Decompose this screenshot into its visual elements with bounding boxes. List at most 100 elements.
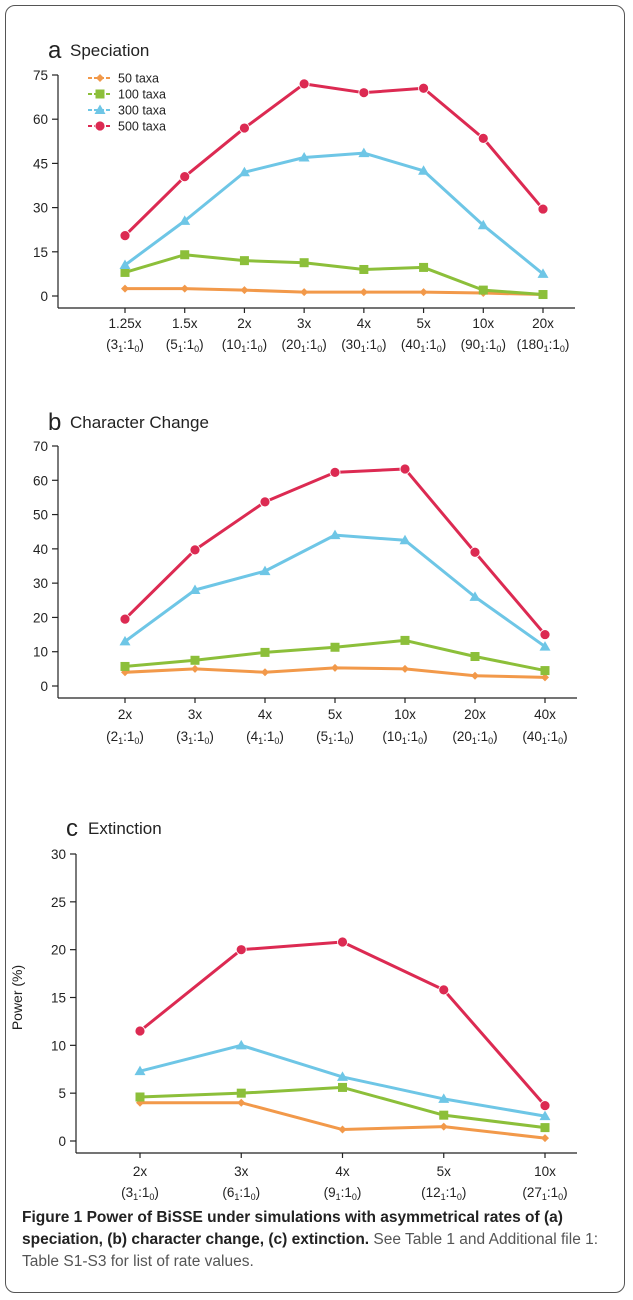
data-point <box>538 290 548 300</box>
x-ratio-label: (201:10) <box>452 729 497 746</box>
x-ratio-label: (31:10) <box>121 1185 159 1202</box>
ratio-text: :1 <box>366 337 377 352</box>
x-ratio-label: (51:10) <box>316 729 354 746</box>
data-point <box>119 613 131 625</box>
ratio-subscript: 0 <box>149 1192 154 1202</box>
series-line <box>123 82 545 237</box>
legend-marker <box>94 104 106 114</box>
ratio-subscript: 1 <box>118 736 123 746</box>
ratio-subscript: 0 <box>418 736 423 746</box>
x-ratio-label: (31:10) <box>106 337 144 354</box>
x-ratio-label: (201:10) <box>281 337 326 354</box>
series-300-taxa <box>134 1039 551 1121</box>
ratio-text: :1 <box>193 729 204 744</box>
ratio-text: ) <box>256 1185 261 1200</box>
x-ratio-label: (61:10) <box>222 1185 260 1202</box>
legend-label: 300 taxa <box>118 104 166 118</box>
ratio-text: ) <box>357 1185 362 1200</box>
data-point <box>135 1092 145 1102</box>
series-100-taxa <box>120 250 548 300</box>
series-500-taxa <box>134 936 551 1112</box>
ratio-subscript: 0 <box>194 344 199 354</box>
x-tick-label: 2x <box>118 707 133 722</box>
x-ratio-label: (1801:10) <box>517 337 570 354</box>
ratio-text: ) <box>563 1185 568 1200</box>
ratio-text: (20 <box>452 729 472 744</box>
data-point <box>179 171 191 183</box>
data-point <box>330 642 340 652</box>
ratio-text: :1 <box>407 729 418 744</box>
y-tick-label: 10 <box>33 645 48 660</box>
data-point <box>235 944 247 956</box>
x-tick-label: 5x <box>416 316 431 331</box>
chart-panel-c: c Extinction0510152025302x(31:10)3x(61:10… <box>9 815 577 1202</box>
chart-panel-b: b Character Change0102030405060702x(21:10… <box>33 409 577 746</box>
data-point <box>401 664 409 673</box>
panel-title: Character Change <box>70 413 209 432</box>
ratio-subscript: 1 <box>133 1192 138 1202</box>
data-point <box>259 496 271 508</box>
ratio-text: :1 <box>123 729 134 744</box>
y-tick-label: 30 <box>33 576 48 591</box>
data-point <box>419 262 429 272</box>
x-tick-label: 10x <box>394 707 416 722</box>
series-line <box>123 467 547 636</box>
y-tick-label: 20 <box>33 610 48 625</box>
data-point <box>300 288 309 297</box>
series-line <box>139 1085 546 1130</box>
x-ratio-label: (91:10) <box>324 1185 362 1202</box>
x-tick-label: 3x <box>234 1164 249 1179</box>
x-ratio-label: (21:10) <box>106 729 144 746</box>
x-ratio-label: (101:10) <box>382 729 427 746</box>
data-point <box>121 284 129 293</box>
ratio-text: :1 <box>246 337 257 352</box>
data-point <box>539 1110 551 1121</box>
data-point <box>239 256 249 266</box>
ratio-text: (180 <box>517 337 544 352</box>
ratio-text: ) <box>442 337 447 352</box>
ratio-text: :1 <box>477 729 488 744</box>
y-tick-label: 50 <box>33 508 48 523</box>
y-tick-label: 75 <box>33 68 48 83</box>
legend-marker <box>96 74 104 82</box>
ratio-text: (3 <box>176 729 188 744</box>
data-point <box>237 1098 246 1107</box>
data-point <box>539 629 551 640</box>
data-point <box>120 267 130 277</box>
y-tick-label: 20 <box>51 943 66 958</box>
x-tick-label: 20x <box>464 707 486 722</box>
data-point <box>119 230 131 241</box>
y-tick-label: 5 <box>58 1086 66 1101</box>
ratio-text: :1 <box>333 729 344 744</box>
series-line <box>124 253 544 297</box>
data-point <box>120 661 130 671</box>
caption-note: See Table 1 and Additional file 1: Table… <box>22 1231 599 1270</box>
x-ratio-label: (121:10) <box>421 1185 466 1202</box>
data-point <box>236 1088 246 1098</box>
data-point <box>134 1025 146 1037</box>
data-point <box>438 1093 450 1103</box>
data-point <box>298 78 310 90</box>
ratio-subscript: 1 <box>234 1192 239 1202</box>
ratio-text: (27 <box>522 1185 542 1200</box>
data-point <box>399 534 411 545</box>
ratio-subscript: 1 <box>480 344 485 354</box>
ratio-subscript: 1 <box>361 344 366 354</box>
ratio-subscript: 1 <box>472 736 477 746</box>
ratio-text: ) <box>199 337 204 352</box>
data-point <box>119 635 131 646</box>
series-500-taxa <box>119 463 551 640</box>
ratio-subscript: 0 <box>496 344 501 354</box>
y-tick-label: 30 <box>33 201 48 216</box>
data-point <box>471 671 479 680</box>
ratio-text: ) <box>154 1185 159 1200</box>
ratio-subscript: 0 <box>258 344 263 354</box>
data-point <box>337 1071 348 1081</box>
x-tick-label: 5x <box>328 707 343 722</box>
data-point <box>418 82 429 94</box>
legend-label: 500 taxa <box>118 120 166 134</box>
ratio-subscript: 0 <box>558 736 563 746</box>
y-tick-label: 0 <box>40 679 48 694</box>
ratio-subscript: 1 <box>402 736 407 746</box>
series-100-taxa <box>120 635 550 676</box>
